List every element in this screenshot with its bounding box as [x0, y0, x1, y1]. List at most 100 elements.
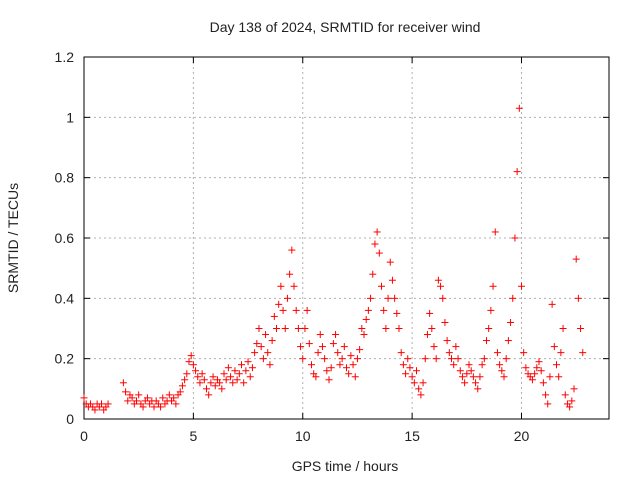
- data-point: [474, 385, 482, 393]
- data-point: [483, 337, 490, 345]
- data-point: [469, 373, 477, 381]
- data-point: [292, 306, 300, 314]
- data-point: [406, 364, 414, 372]
- data-point: [189, 361, 197, 369]
- data-point: [456, 367, 464, 375]
- data-point: [347, 352, 355, 360]
- data-point: [430, 343, 438, 351]
- y-tick-label: 1.2: [55, 49, 75, 65]
- data-point: [461, 379, 469, 387]
- data-point: [504, 337, 512, 345]
- data-point: [448, 355, 455, 363]
- data-point: [233, 376, 241, 384]
- data-point: [550, 343, 558, 351]
- data-point: [255, 325, 263, 332]
- data-point: [231, 367, 239, 375]
- data-point: [325, 376, 333, 384]
- data-point: [218, 385, 226, 393]
- data-point: [143, 394, 151, 402]
- data-point: [262, 331, 270, 339]
- data-point: [537, 367, 545, 375]
- data-point: [437, 282, 445, 290]
- data-point: [441, 318, 449, 326]
- y-tick-label: 0.6: [55, 230, 75, 246]
- data-point: [270, 312, 278, 320]
- data-point: [458, 373, 466, 381]
- data-point: [493, 349, 501, 357]
- data-point: [520, 349, 528, 357]
- data-point: [139, 403, 147, 411]
- data-point: [445, 349, 453, 357]
- data-point: [235, 370, 243, 378]
- data-point: [367, 294, 375, 302]
- x-tick-label: 10: [295, 428, 311, 444]
- data-point: [301, 325, 309, 332]
- data-point: [196, 379, 204, 387]
- data-point: [496, 361, 504, 369]
- data-point: [268, 337, 276, 345]
- data-point: [382, 325, 390, 332]
- data-point: [181, 376, 189, 384]
- data-point: [303, 306, 311, 314]
- data-point: [329, 340, 337, 348]
- data-point: [349, 361, 357, 369]
- data-point: [286, 270, 294, 278]
- data-point: [463, 370, 471, 378]
- data-point: [216, 379, 224, 387]
- data-point: [413, 367, 420, 375]
- data-point: [559, 325, 567, 332]
- data-point: [207, 379, 215, 387]
- data-point: [391, 294, 399, 302]
- x-axis-label: GPS time / hours: [292, 458, 399, 474]
- data-point: [334, 349, 342, 357]
- data-point: [535, 358, 543, 366]
- data-point: [579, 349, 587, 357]
- data-point: [415, 385, 423, 393]
- x-tick-label: 20: [514, 428, 530, 444]
- data-point: [176, 388, 184, 396]
- data-point: [452, 343, 460, 351]
- data-point: [187, 352, 195, 360]
- data-point: [327, 364, 335, 372]
- x-tick-label: 5: [189, 428, 197, 444]
- data-point: [417, 391, 425, 399]
- data-point: [159, 394, 167, 402]
- data-point: [338, 355, 346, 363]
- data-point: [91, 406, 99, 414]
- data-point: [281, 325, 289, 332]
- data-point: [165, 391, 173, 399]
- data-point: [345, 370, 353, 378]
- data-point: [343, 364, 350, 372]
- data-point: [135, 391, 143, 399]
- data-point: [439, 294, 447, 302]
- data-point: [312, 373, 320, 381]
- y-axis-label: SRMTID / TECUs: [5, 183, 21, 293]
- data-point: [378, 282, 385, 290]
- data-point: [275, 300, 283, 308]
- data-point: [294, 325, 302, 332]
- data-point: [570, 385, 578, 393]
- data-point: [98, 400, 105, 408]
- data-point: [209, 373, 217, 381]
- data-point: [80, 394, 88, 402]
- data-point: [511, 234, 519, 242]
- x-tick-label: 15: [404, 428, 420, 444]
- data-point: [421, 355, 429, 363]
- data-point: [259, 355, 267, 363]
- data-point: [203, 385, 210, 393]
- data-point: [122, 388, 130, 396]
- data-point: [308, 361, 315, 369]
- data-point: [253, 340, 261, 348]
- data-point: [248, 364, 256, 372]
- y-tick-label: 0.2: [55, 351, 75, 367]
- data-point: [480, 355, 488, 363]
- data-point: [279, 306, 287, 314]
- data-point: [172, 400, 180, 408]
- data-point: [288, 246, 296, 254]
- data-point: [395, 325, 403, 332]
- data-point: [273, 325, 280, 332]
- data-point: [194, 373, 202, 381]
- data-point: [198, 370, 206, 378]
- data-point: [318, 343, 326, 351]
- data-point: [336, 361, 344, 369]
